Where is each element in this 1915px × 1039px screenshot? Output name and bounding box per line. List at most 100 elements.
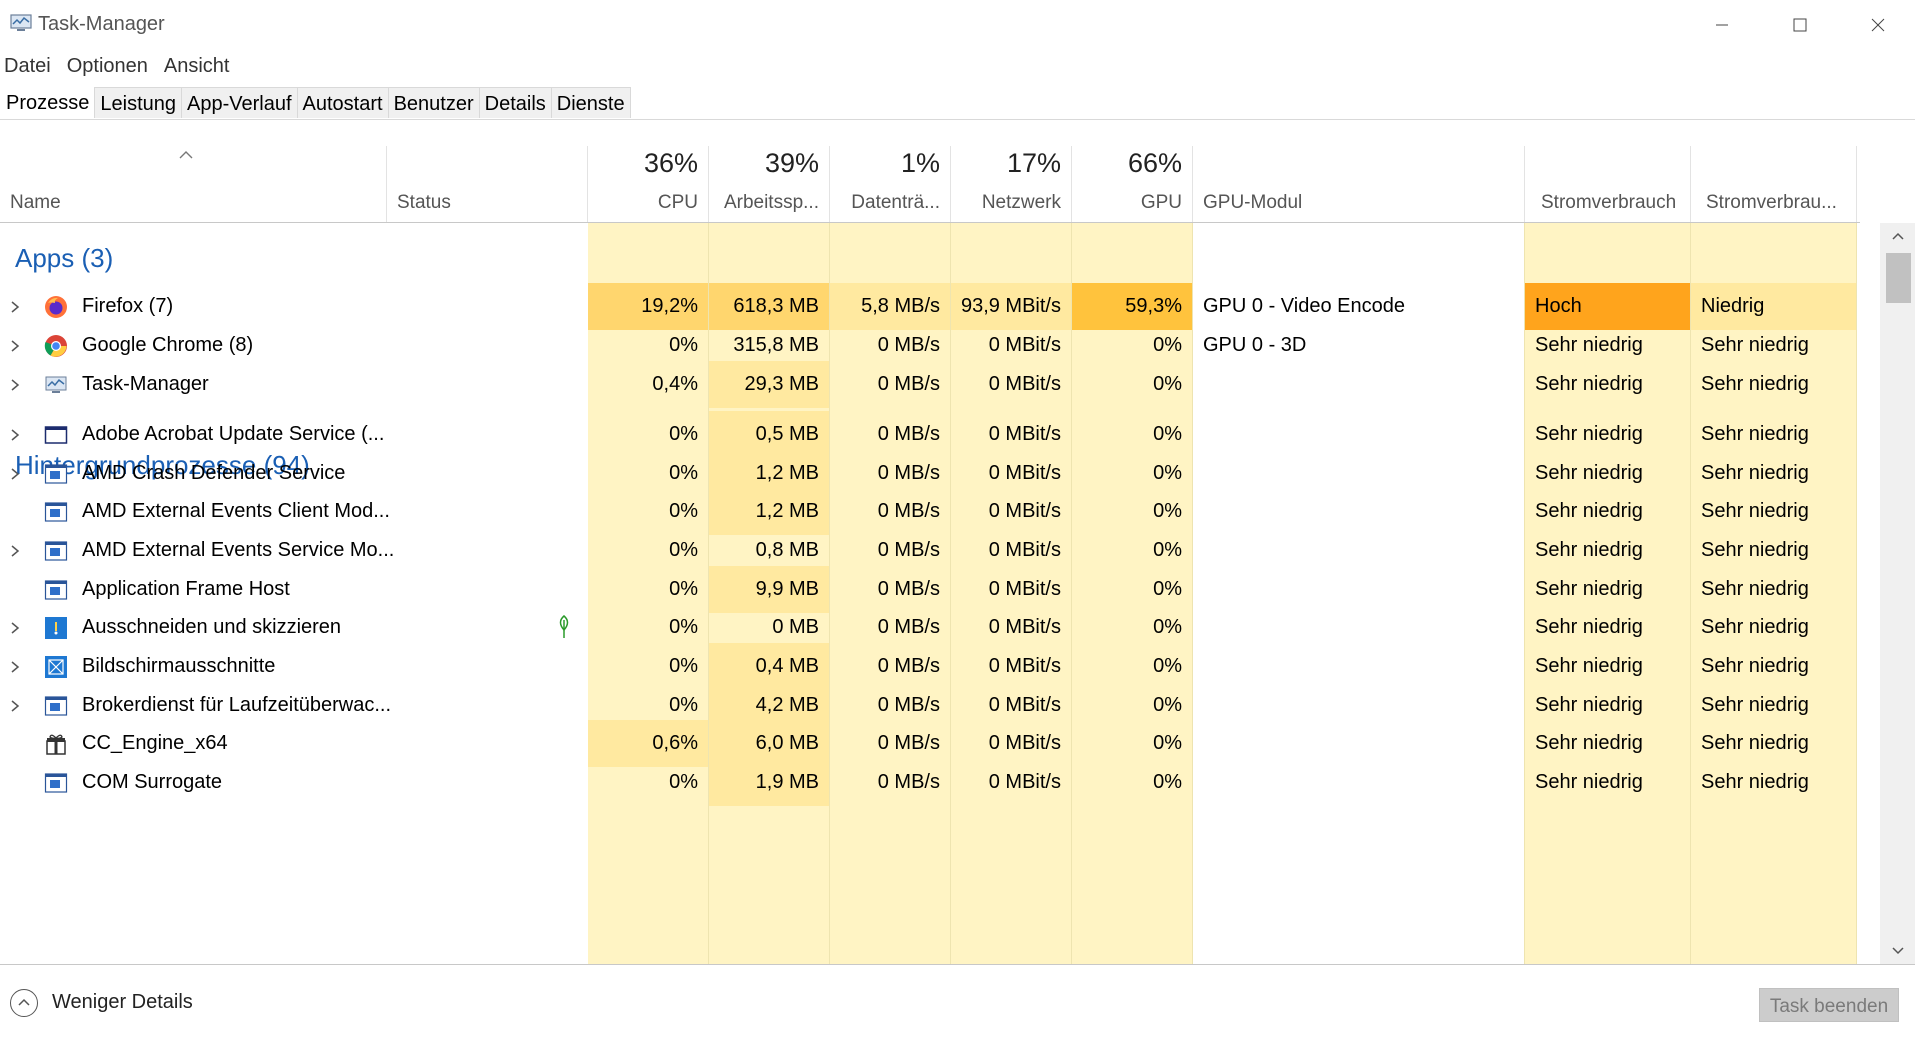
disk-cell: 0 MB/s: [877, 373, 940, 395]
process-name: Brokerdienst für Laufzeitüberwac...: [82, 694, 392, 716]
memory-cell: 0,8 MB: [755, 539, 819, 561]
chevron-right-icon[interactable]: [10, 527, 20, 574]
power-cell: Sehr niedrig: [1535, 578, 1643, 600]
gpu-cell: 0%: [1153, 616, 1182, 638]
power-cell: Sehr niedrig: [1535, 539, 1643, 561]
gpu-cell: 0%: [1153, 373, 1182, 395]
table-row[interactable]: Google Chrome (8) 0% 315,8 MB 0 MB/s 0 MBit/…: [0, 322, 1860, 369]
header-power-trend-label: Stromverbrau...: [1706, 192, 1837, 213]
memory-cell: 618,3 MB: [709, 283, 829, 330]
window-icon: [44, 423, 68, 447]
table-row[interactable]: COM Surrogate 0% 1,9 MB 0 MB/s 0 MBit/s 0% Seh…: [0, 759, 1860, 806]
gpu-cell: 0%: [1153, 771, 1182, 793]
header-network[interactable]: 17% Netzwerk: [951, 146, 1071, 222]
power-cell: Sehr niedrig: [1535, 334, 1643, 356]
header-gpu[interactable]: 66% GPU: [1072, 146, 1192, 222]
snip-sketch-icon: [44, 616, 68, 640]
disk-cell: 5,8 MB/s: [830, 283, 950, 330]
chevron-right-icon[interactable]: [10, 322, 20, 369]
table-row[interactable]: Brokerdienst für Laufzeitüberwac... 0% 4,2…: [0, 682, 1860, 729]
header-gpu-engine[interactable]: GPU-Modul: [1193, 146, 1524, 222]
menu-ansicht[interactable]: Ansicht: [163, 55, 230, 77]
network-cell: 0 MBit/s: [988, 539, 1061, 561]
minimize-button[interactable]: [1683, 0, 1761, 50]
chevron-right-icon[interactable]: [10, 361, 20, 408]
header-status[interactable]: Status: [387, 146, 587, 222]
tab-benutzer[interactable]: Benutzer: [387, 87, 480, 118]
header-power-trend[interactable]: Stromverbrau...: [1691, 146, 1856, 222]
network-cell: 0 MBit/s: [988, 616, 1061, 638]
vertical-scrollbar[interactable]: [1880, 223, 1915, 964]
table-row[interactable]: AMD External Events Service Mo... 0% 0,8 M…: [0, 527, 1860, 574]
chevron-right-icon[interactable]: [10, 604, 20, 651]
table-row[interactable]: Firefox (7) 19,2% 618,3 MB 5,8 MB/s 93,9 MBi…: [0, 283, 1860, 330]
tab-autostart[interactable]: Autostart: [296, 87, 389, 118]
power-cell: Sehr niedrig: [1535, 373, 1643, 395]
service-icon: [44, 578, 68, 602]
column-divider: [1524, 223, 1525, 964]
header-memory-label: Arbeitssp...: [723, 192, 819, 213]
end-task-button[interactable]: Task beenden: [1759, 988, 1899, 1022]
header-network-percent: 17%: [1006, 148, 1061, 178]
table-row[interactable]: CC_Engine_x64 0,6% 6,0 MB 0 MB/s 0 MBit/s 0% S…: [0, 720, 1860, 767]
header-network-label: Netzwerk: [981, 192, 1061, 213]
table-row[interactable]: Ausschneiden und skizzieren 0% 0 MB 0 MB/s 0…: [0, 604, 1860, 651]
scroll-down-button[interactable]: [1880, 940, 1915, 962]
table-row[interactable]: Task-Manager 0,4% 29,3 MB 0 MB/s 0 MBit/s 0% S…: [0, 361, 1860, 408]
scroll-up-button[interactable]: [1880, 225, 1915, 247]
fewer-details-label: Weniger Details: [52, 991, 193, 1013]
firefox-icon: [44, 295, 68, 319]
menu-datei[interactable]: Datei: [4, 55, 51, 77]
process-name: AMD Crash Defender Service: [82, 462, 346, 484]
gpu-engine-cell: GPU 0 - 3D: [1203, 334, 1307, 356]
chevron-right-icon[interactable]: [10, 411, 20, 458]
scroll-thumb[interactable]: [1886, 253, 1911, 303]
header-disk-percent: 1%: [900, 148, 940, 178]
header-cpu[interactable]: 36% CPU: [588, 146, 708, 222]
task-manager-icon: [10, 14, 32, 31]
close-button[interactable]: [1839, 0, 1915, 50]
network-cell: 0 MBit/s: [988, 423, 1061, 445]
power-trend-cell: Sehr niedrig: [1701, 771, 1809, 793]
memory-cell: 9,9 MB: [709, 566, 829, 613]
tab-prozesse[interactable]: Prozesse: [0, 85, 96, 118]
gift-icon: [44, 732, 68, 756]
menu-optionen[interactable]: Optionen: [66, 55, 148, 77]
power-trend-column-bg: [1691, 223, 1856, 964]
header-name-label: Name: [10, 192, 61, 213]
chevron-right-icon[interactable]: [10, 682, 20, 729]
network-cell: 0 MBit/s: [988, 500, 1061, 522]
table-row[interactable]: Adobe Acrobat Update Service (... 0% 0,5 M…: [0, 411, 1860, 458]
process-name: AMD External Events Service Mo...: [82, 539, 395, 561]
process-name: Task-Manager: [82, 373, 209, 395]
header-power-label: Stromverbrauch: [1541, 192, 1677, 213]
column-divider: [1071, 223, 1072, 964]
chevron-right-icon[interactable]: [10, 450, 20, 497]
tab-details[interactable]: Details: [478, 87, 552, 118]
cpu-cell: 0%: [669, 655, 698, 677]
maximize-button[interactable]: [1761, 0, 1839, 50]
power-trend-cell: Niedrig: [1691, 283, 1856, 330]
memory-cell: 0 MB: [772, 616, 819, 638]
chevron-right-icon[interactable]: [10, 283, 20, 330]
header-memory[interactable]: 39% Arbeitssp...: [709, 146, 829, 222]
disk-cell: 0 MB/s: [877, 771, 940, 793]
table-row[interactable]: AMD External Events Client Mod... 0% 1,2 M…: [0, 488, 1860, 535]
tab-leistung[interactable]: Leistung: [94, 87, 182, 118]
network-cell: 0 MBit/s: [988, 655, 1061, 677]
header-disk[interactable]: 1% Datenträ...: [830, 146, 950, 222]
cpu-cell: 0%: [669, 771, 698, 793]
table-row[interactable]: Application Frame Host 0% 9,9 MB 0 MB/s 0 MB…: [0, 566, 1860, 613]
cpu-cell: 19,2%: [588, 283, 708, 330]
header-power[interactable]: Stromverbrauch: [1525, 146, 1690, 222]
chevron-right-icon[interactable]: [10, 643, 20, 690]
column-divider: [1192, 223, 1193, 964]
header-name[interactable]: Name: [0, 146, 386, 222]
table-row[interactable]: AMD Crash Defender Service 0% 1,2 MB 0 MB/s…: [0, 450, 1860, 497]
tab-strip: Prozesse Leistung App-Verlauf Autostart …: [0, 85, 631, 119]
power-trend-cell: Sehr niedrig: [1701, 539, 1809, 561]
header-cpu-label: CPU: [657, 192, 698, 213]
tab-app-verlauf[interactable]: App-Verlauf: [181, 87, 298, 118]
tab-dienste[interactable]: Dienste: [550, 87, 631, 118]
power-trend-cell: Sehr niedrig: [1701, 462, 1809, 484]
